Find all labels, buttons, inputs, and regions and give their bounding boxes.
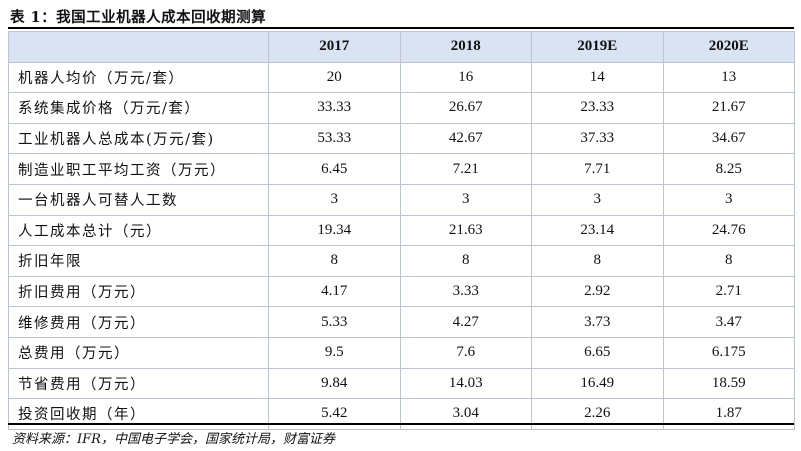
row-label: 制造业职工平均工资（万元） [8, 153, 269, 185]
table-cell: 33.33 [268, 92, 401, 124]
row-label: 机器人均价（万元/套） [8, 61, 269, 94]
cost-payback-table: 2017 2018 2019E 2020E 机器人均价（万元/套） 20 16 14 1… [8, 31, 795, 430]
table-cell: 3 [268, 183, 401, 216]
table-row: 折旧费用（万元） 4.17 3.33 2.92 2.71 [8, 275, 795, 308]
table-row: 折旧年限 8 8 8 8 [8, 245, 795, 277]
table-cell: 8 [662, 245, 795, 277]
table-cell: 3 [662, 183, 795, 216]
table-row: 机器人均价（万元/套） 20 16 14 13 [8, 61, 795, 94]
table-cell: 9.5 [268, 336, 401, 369]
table-header-row: 2017 2018 2019E 2020E [8, 31, 795, 63]
row-label: 系统集成价格（万元/套） [8, 92, 269, 124]
table-row: 节省费用（万元） 9.84 14.03 16.49 18.59 [8, 367, 795, 400]
row-label: 节省费用（万元） [8, 367, 269, 400]
table-cell: 7.21 [399, 153, 532, 185]
table-cell: 8 [531, 245, 664, 277]
header-cell-blank [8, 31, 269, 63]
row-label: 工业机器人总成本(万元/套) [8, 122, 269, 155]
table-cell: 16.49 [531, 367, 664, 400]
row-label: 折旧费用（万元） [8, 275, 269, 308]
row-label: 人工成本总计（元） [8, 214, 269, 247]
table-cell: 8 [399, 245, 532, 277]
table-row: 人工成本总计（元） 19.34 21.63 23.14 24.76 [8, 214, 795, 247]
table-cell: 13 [662, 61, 795, 94]
table-cell: 20 [268, 61, 401, 94]
table-cell: 53.33 [268, 122, 401, 155]
row-label: 一台机器人可替人工数 [8, 183, 269, 216]
table-cell: 23.14 [531, 214, 664, 247]
table-cell: 19.34 [268, 214, 401, 247]
table-cell: 4.17 [268, 275, 401, 308]
header-cell-2018: 2018 [399, 31, 532, 63]
table-row: 总费用（万元） 9.5 7.6 6.65 6.175 [8, 336, 795, 369]
table-cell: 6.45 [268, 153, 401, 185]
table-cell: 8 [268, 245, 401, 277]
table-cell: 2.71 [662, 275, 795, 308]
table-cell: 23.33 [531, 92, 664, 124]
table-cell: 8.25 [662, 153, 795, 185]
row-label: 维修费用（万元） [8, 306, 269, 338]
table-cell: 18.59 [662, 367, 795, 400]
table-row: 维修费用（万元） 5.33 4.27 3.73 3.47 [8, 306, 795, 338]
table-title: 表 1：我国工业机器人成本回收期测算 [10, 9, 267, 26]
table-cell: 6.175 [662, 336, 795, 369]
table-cell: 34.67 [662, 122, 795, 155]
table-row: 系统集成价格（万元/套） 33.33 26.67 23.33 21.67 [8, 92, 795, 124]
table-cell: 3.33 [399, 275, 532, 308]
table-cell: 21.63 [399, 214, 532, 247]
header-cell-2020e: 2020E [662, 31, 795, 63]
header-cell-2017: 2017 [268, 31, 401, 63]
table-cell: 4.27 [399, 306, 532, 338]
table-cell: 3.47 [662, 306, 795, 338]
row-label: 折旧年限 [8, 245, 269, 277]
table-cell: 6.65 [531, 336, 664, 369]
table-row: 一台机器人可替人工数 3 3 3 3 [8, 183, 795, 216]
table-cell: 26.67 [399, 92, 532, 124]
source-note: 资料来源：IFR，中国电子学会，国家统计局，财富证券 [12, 432, 335, 447]
table-cell: 2.92 [531, 275, 664, 308]
table-cell: 9.84 [268, 367, 401, 400]
table-cell: 3 [531, 183, 664, 216]
table-cell: 7.6 [399, 336, 532, 369]
table-row: 制造业职工平均工资（万元） 6.45 7.21 7.71 8.25 [8, 153, 795, 185]
header-cell-2019e: 2019E [531, 31, 664, 63]
bottom-rule [8, 423, 794, 425]
table-cell: 3 [399, 183, 532, 216]
table-cell: 16 [399, 61, 532, 94]
table-cell: 14 [531, 61, 664, 94]
top-rule [8, 27, 794, 29]
table-cell: 21.67 [662, 92, 795, 124]
table-cell: 42.67 [399, 122, 532, 155]
table-cell: 5.33 [268, 306, 401, 338]
table-row: 工业机器人总成本(万元/套) 53.33 42.67 37.33 34.67 [8, 122, 795, 155]
table-cell: 37.33 [531, 122, 664, 155]
table-cell: 14.03 [399, 367, 532, 400]
table-cell: 7.71 [531, 153, 664, 185]
table-cell: 24.76 [662, 214, 795, 247]
table-cell: 3.73 [531, 306, 664, 338]
row-label: 总费用（万元） [8, 336, 269, 369]
